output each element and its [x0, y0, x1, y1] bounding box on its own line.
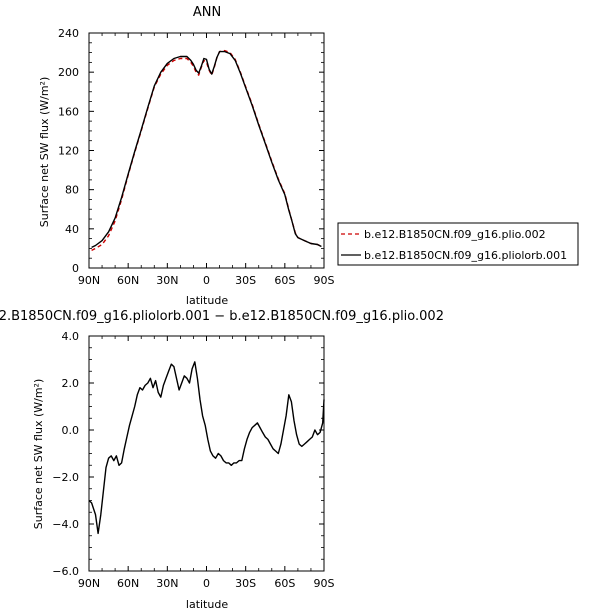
bottom-chart-frame: [88, 335, 325, 572]
y-tick-label: 80: [65, 184, 79, 197]
series-line-0: [88, 361, 325, 535]
top-chart: ANN 0 40 80 120 160 200 240 90N 60N 30N 0 30S 60S 90…: [38, 5, 335, 307]
top-chart-ylabel: Surface net SW flux (W/m²): [38, 77, 51, 228]
x-tick-label: 90S: [314, 274, 335, 287]
legend: b.e12.B1850CN.f09_g16.plio.002 b.e12.B18…: [337, 222, 579, 266]
top-chart-frame: [88, 32, 325, 269]
x-tick-label: 60N: [117, 274, 139, 287]
y-tick-label: 0: [72, 262, 79, 275]
y-tick-label: 160: [58, 105, 79, 118]
y-tick-label: 4.0: [62, 330, 80, 343]
x-tick-label: 0: [203, 274, 210, 287]
x-tick-label: 60S: [274, 274, 295, 287]
legend-label-plio: b.e12.B1850CN.f09_g16.plio.002: [364, 228, 546, 241]
x-tick-label: 30N: [156, 577, 178, 590]
series-line-1: [91, 50, 322, 249]
bottom-chart-xlabel: latitude: [186, 598, 228, 611]
bottom-chart-ylabel: Surface net SW flux (W/m²): [32, 379, 45, 530]
y-tick-label: −6.0: [52, 565, 79, 578]
bottom-chart: b.e12.B1850CN.f09_g16.pliolorb.001 − b.e…: [0, 309, 444, 611]
series-line-0: [91, 49, 322, 252]
y-tick-label: 200: [58, 66, 79, 79]
x-tick-label: 90S: [314, 577, 335, 590]
x-tick-label: 60N: [117, 577, 139, 590]
y-tick-label: −2.0: [52, 471, 79, 484]
y-tick-label: 40: [65, 223, 79, 236]
top-chart-title: ANN: [193, 5, 221, 20]
y-tick-label: 2.0: [62, 377, 80, 390]
x-tick-label: 30N: [156, 274, 178, 287]
top-chart-xlabel: latitude: [186, 294, 228, 307]
x-tick-label: 0: [203, 577, 210, 590]
x-tick-label: 30S: [235, 274, 256, 287]
y-tick-label: 120: [58, 145, 79, 158]
x-tick-label: 90N: [78, 274, 100, 287]
legend-label-pliolorb: b.e12.B1850CN.f09_g16.pliolorb.001: [364, 249, 567, 262]
legend-box: [337, 222, 579, 266]
x-tick-label: 30S: [235, 577, 256, 590]
x-tick-label: 60S: [274, 577, 295, 590]
y-tick-label: 0.0: [62, 424, 80, 437]
y-tick-label: 240: [58, 27, 79, 40]
x-tick-label: 90N: [78, 577, 100, 590]
bottom-chart-title: b.e12.B1850CN.f09_g16.pliolorb.001 − b.e…: [0, 309, 444, 324]
y-tick-label: −4.0: [52, 518, 79, 531]
